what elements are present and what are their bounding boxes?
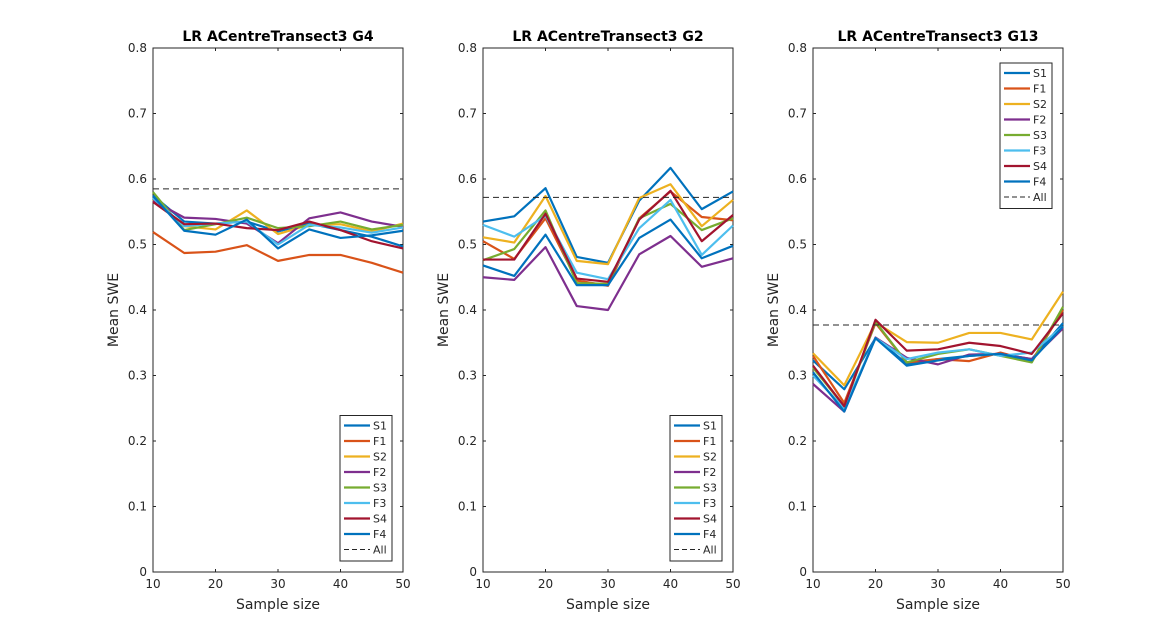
- legend-label-all: All: [703, 544, 717, 557]
- chart-panel-1: 0 0.1 0.2 0.3 0.4 0.5 0.6 0.7 0.8 10 20 30 40 50 LR AC…: [106, 29, 411, 613]
- legend-label-s3: S3: [703, 482, 717, 495]
- y-tick-label: 0.2: [128, 434, 147, 448]
- y-tick-label: 0.8: [458, 41, 477, 55]
- legend-label-f1: F1: [373, 435, 386, 448]
- legend-label-f4: F4: [373, 528, 386, 541]
- x-tick-label: 30: [930, 577, 945, 591]
- y-tick-label: 0.6: [458, 172, 477, 186]
- x-axis-label: Sample size: [566, 597, 650, 613]
- chart-panel-2: 0 0.1 0.2 0.3 0.4 0.5 0.6 0.7 0.8 10 20 30 40 50 LR AC…: [436, 29, 741, 613]
- series-line-f3: [152, 197, 404, 246]
- y-axis-label: Mean SWE: [766, 273, 782, 347]
- legend-label-all: All: [1033, 191, 1047, 204]
- legend-label-s3: S3: [373, 482, 387, 495]
- x-tick-label: 50: [725, 577, 740, 591]
- y-tick-label: 0: [469, 565, 477, 579]
- legend-label-s1: S1: [373, 420, 387, 433]
- y-tick-label: 0.1: [128, 500, 147, 514]
- y-tick-label: 0.1: [788, 500, 807, 514]
- legend-label-f3: F3: [703, 497, 716, 510]
- y-axis-label: Mean SWE: [106, 273, 122, 347]
- x-tick-label: 20: [208, 577, 223, 591]
- x-tick-label: 10: [145, 577, 160, 591]
- y-tick-label: 0.8: [788, 41, 807, 55]
- legend-label-f3: F3: [1033, 145, 1046, 158]
- chart-title: LR ACentreTransect3 G2: [512, 29, 703, 45]
- y-tick-label: 0.5: [128, 238, 147, 252]
- y-tick-label: 0.2: [788, 434, 807, 448]
- series-line-f2: [482, 234, 734, 312]
- y-tick-label: 0.4: [788, 303, 807, 317]
- x-tick-label: 50: [1055, 577, 1070, 591]
- legend-label-s4: S4: [1033, 160, 1047, 173]
- x-axis-label: Sample size: [896, 597, 980, 613]
- series-line-s1: [152, 194, 404, 248]
- legend-label-s2: S2: [373, 451, 387, 464]
- series-line-f4: [482, 218, 734, 287]
- y-tick-label: 0.5: [788, 238, 807, 252]
- x-tick-label: 20: [868, 577, 883, 591]
- legend-label-f4: F4: [703, 528, 716, 541]
- legend-label-f2: F2: [1033, 114, 1046, 127]
- y-tick-label: 0.3: [458, 369, 477, 383]
- y-tick-label: 0.7: [788, 107, 807, 121]
- legend-label-s4: S4: [373, 513, 387, 526]
- legend-label-f1: F1: [703, 435, 716, 448]
- y-tick-label: 0.3: [788, 369, 807, 383]
- series-line-s4: [812, 312, 1064, 408]
- chart-panel-3: 0 0.1 0.2 0.3 0.4 0.5 0.6 0.7 0.8 10 20 30 40 50 LR AC…: [766, 29, 1071, 613]
- y-tick-label: 0.2: [458, 434, 477, 448]
- legend-label-s2: S2: [703, 451, 717, 464]
- y-tick-label: 0.4: [458, 303, 477, 317]
- legend: S1 F1 S2 F2 S3 F3 S4 F4 All: [999, 62, 1053, 209]
- legend-label-f4: F4: [1033, 176, 1046, 189]
- legend-label-s4: S4: [703, 513, 717, 526]
- legend: S1 F1 S2 F2 S3 F3 S4 F4 All: [339, 415, 393, 562]
- x-tick-label: 30: [270, 577, 285, 591]
- x-tick-label: 50: [395, 577, 410, 591]
- legend-label-f3: F3: [373, 497, 386, 510]
- x-axis-label: Sample size: [236, 597, 320, 613]
- legend: S1 F1 S2 F2 S3 F3 S4 F4 All: [669, 415, 723, 562]
- series-line-f3: [482, 198, 734, 281]
- legend-label-all: All: [373, 544, 387, 557]
- y-tick-label: 0.5: [458, 238, 477, 252]
- series-line-s4: [152, 201, 404, 250]
- y-tick-label: 0.3: [128, 369, 147, 383]
- legend-label-f2: F2: [373, 466, 386, 479]
- x-tick-label: 30: [600, 577, 615, 591]
- legend-label-s1: S1: [1033, 67, 1047, 80]
- chart-title: LR ACentreTransect3 G4: [182, 29, 373, 45]
- y-tick-label: 0.7: [458, 107, 477, 121]
- legend-label-s2: S2: [1033, 98, 1047, 111]
- series-line-f4: [812, 325, 1064, 413]
- series-line-s2: [482, 183, 734, 266]
- y-axis-label: Mean SWE: [436, 273, 452, 347]
- x-tick-label: 20: [538, 577, 553, 591]
- y-tick-label: 0.8: [128, 41, 147, 55]
- y-tick-label: 0.6: [128, 172, 147, 186]
- x-tick-label: 40: [333, 577, 348, 591]
- series-line-s4: [483, 189, 734, 283]
- x-tick-label: 10: [805, 577, 820, 591]
- x-tick-label: 10: [475, 577, 490, 591]
- y-tick-label: 0.1: [458, 500, 477, 514]
- chart-title: LR ACentreTransect3 G13: [838, 29, 1039, 45]
- y-tick-label: 0.6: [788, 172, 807, 186]
- legend-label-s3: S3: [1033, 129, 1047, 142]
- x-tick-label: 40: [993, 577, 1008, 591]
- y-tick-label: 0.4: [128, 303, 147, 317]
- series-line-f1: [152, 231, 404, 274]
- legend-label-f2: F2: [703, 466, 716, 479]
- series-line-s3: [152, 191, 404, 232]
- legend-label-s1: S1: [703, 420, 717, 433]
- y-tick-label: 0: [139, 565, 147, 579]
- x-tick-label: 40: [663, 577, 678, 591]
- y-tick-label: 0: [799, 565, 807, 579]
- legend-label-f1: F1: [1033, 83, 1046, 96]
- series-line-f4: [152, 195, 404, 250]
- series-line-s2: [812, 291, 1064, 387]
- y-tick-label: 0.7: [128, 107, 147, 121]
